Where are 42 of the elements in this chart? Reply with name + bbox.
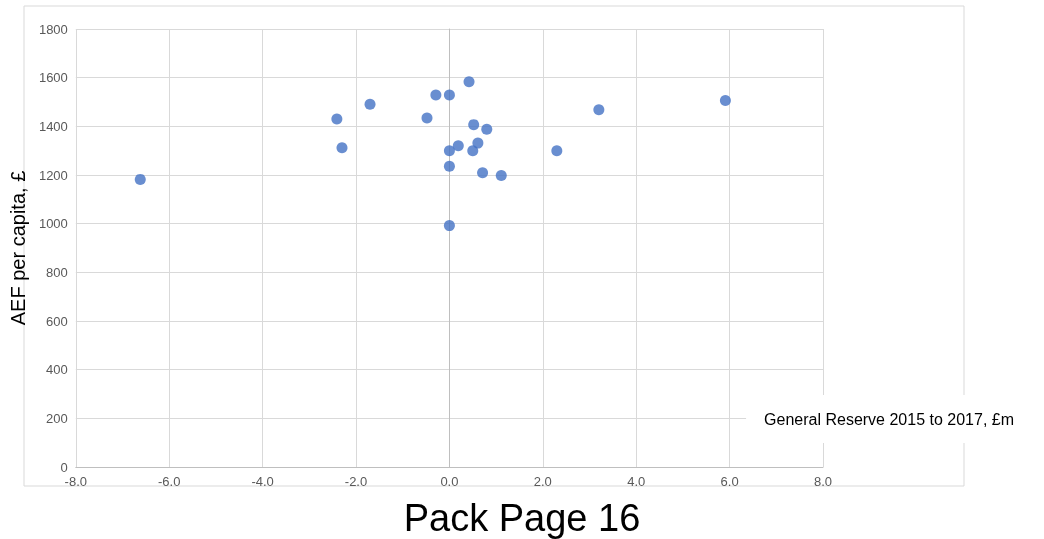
y-tick-label: 1800 — [38, 21, 68, 37]
point — [551, 145, 563, 157]
y-tick-label: 1200 — [38, 167, 68, 183]
point — [481, 123, 493, 135]
x-tick-label: 6.0 — [720, 474, 739, 489]
point — [364, 98, 376, 110]
x-tick-label: -6.0 — [158, 474, 181, 489]
point — [421, 112, 433, 124]
y-axis-title: AEF per capita, £ — [7, 170, 29, 326]
point — [443, 145, 455, 157]
point — [443, 160, 455, 172]
y-tick-label: 200 — [46, 410, 68, 426]
point — [467, 145, 479, 157]
point — [134, 173, 146, 185]
point — [430, 89, 442, 101]
point — [719, 95, 731, 107]
point — [336, 142, 348, 154]
point — [443, 89, 455, 101]
y-tick-label: 1600 — [38, 70, 68, 86]
point — [468, 119, 480, 131]
point — [452, 140, 464, 152]
x-tick-label: 0.0 — [440, 474, 459, 489]
x-axis-title: General Reserve 2015 to 2017, £m — [764, 410, 1015, 428]
x-tick-label: -8.0 — [64, 474, 88, 489]
y-tick-label: 400 — [46, 362, 68, 378]
y-tick-label: 0 — [60, 459, 68, 475]
point — [443, 220, 455, 232]
y-tick-label: 1000 — [38, 216, 68, 232]
x-tick-label: 8.0 — [813, 474, 833, 489]
x-tick-label: 4.0 — [627, 474, 646, 489]
x-tick-label: -4.0 — [251, 474, 274, 489]
text: Pack Page 16 — [403, 497, 641, 539]
point — [593, 104, 605, 116]
x-tick-label: 2.0 — [533, 474, 552, 489]
point — [495, 169, 507, 181]
y-tick-label: 1400 — [38, 118, 68, 134]
y-tick-label: 600 — [46, 313, 68, 329]
point — [477, 167, 489, 179]
x-tick-label: -2.0 — [344, 474, 368, 489]
point — [463, 76, 475, 88]
point — [331, 113, 343, 125]
y-tick-label: 800 — [46, 264, 68, 280]
